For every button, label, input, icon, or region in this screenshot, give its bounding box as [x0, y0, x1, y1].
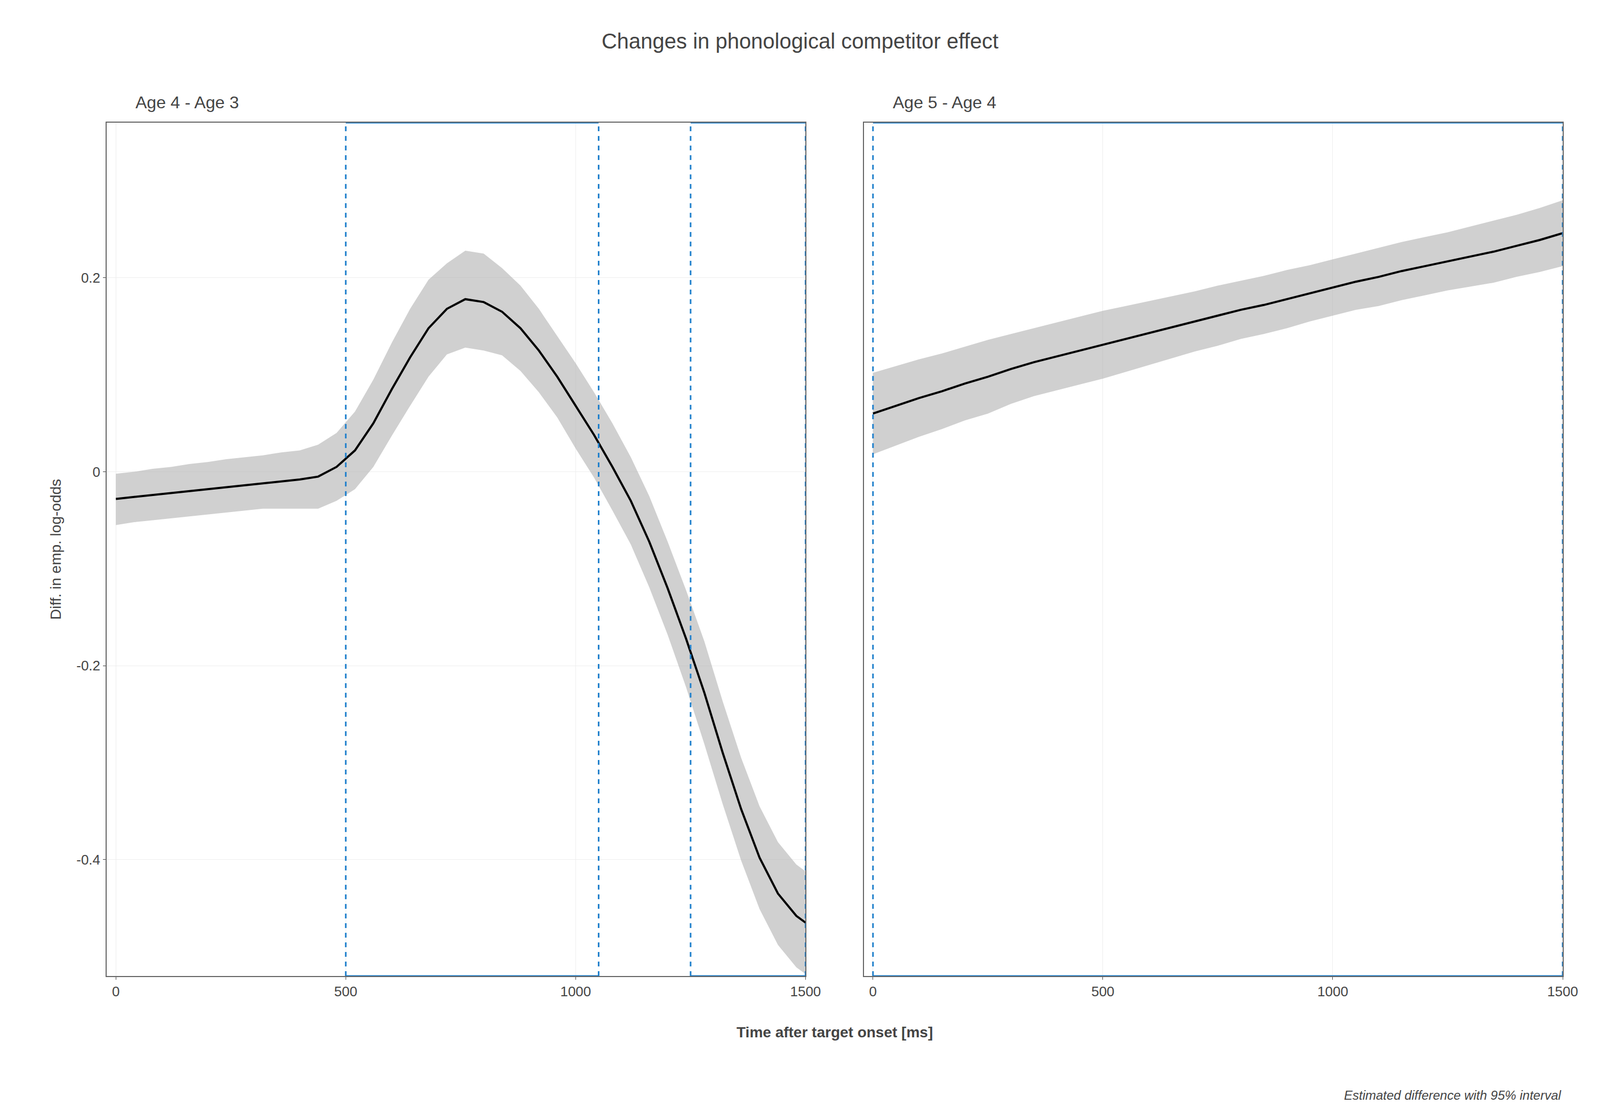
svg-text:0: 0 — [869, 983, 877, 1000]
svg-text:0.2: 0.2 — [81, 269, 101, 286]
svg-text:Time after target onset [ms]: Time after target onset [ms] — [736, 1024, 933, 1041]
svg-text:1000: 1000 — [560, 983, 591, 1000]
svg-text:500: 500 — [334, 983, 358, 1000]
svg-text:Age 4 - Age 3: Age 4 - Age 3 — [135, 92, 239, 112]
svg-text:500: 500 — [1091, 983, 1115, 1000]
svg-text:0: 0 — [112, 983, 120, 1000]
svg-text:1000: 1000 — [1317, 983, 1349, 1000]
svg-text:-0.2: -0.2 — [76, 657, 101, 674]
svg-text:Age 5 - Age 4: Age 5 - Age 4 — [892, 92, 997, 112]
svg-text:1500: 1500 — [789, 983, 821, 1000]
svg-text:1500: 1500 — [1547, 983, 1579, 1000]
svg-text:0: 0 — [92, 464, 101, 480]
svg-text:Estimated difference with 95%: Estimated difference with 95% interval — [1344, 1088, 1562, 1103]
svg-text:Changes in phonological compet: Changes in phonological competitor effec… — [601, 29, 999, 53]
svg-text:Diff. in emp. log-odds: Diff. in emp. log-odds — [47, 478, 64, 620]
svg-text:-0.4: -0.4 — [76, 851, 101, 868]
